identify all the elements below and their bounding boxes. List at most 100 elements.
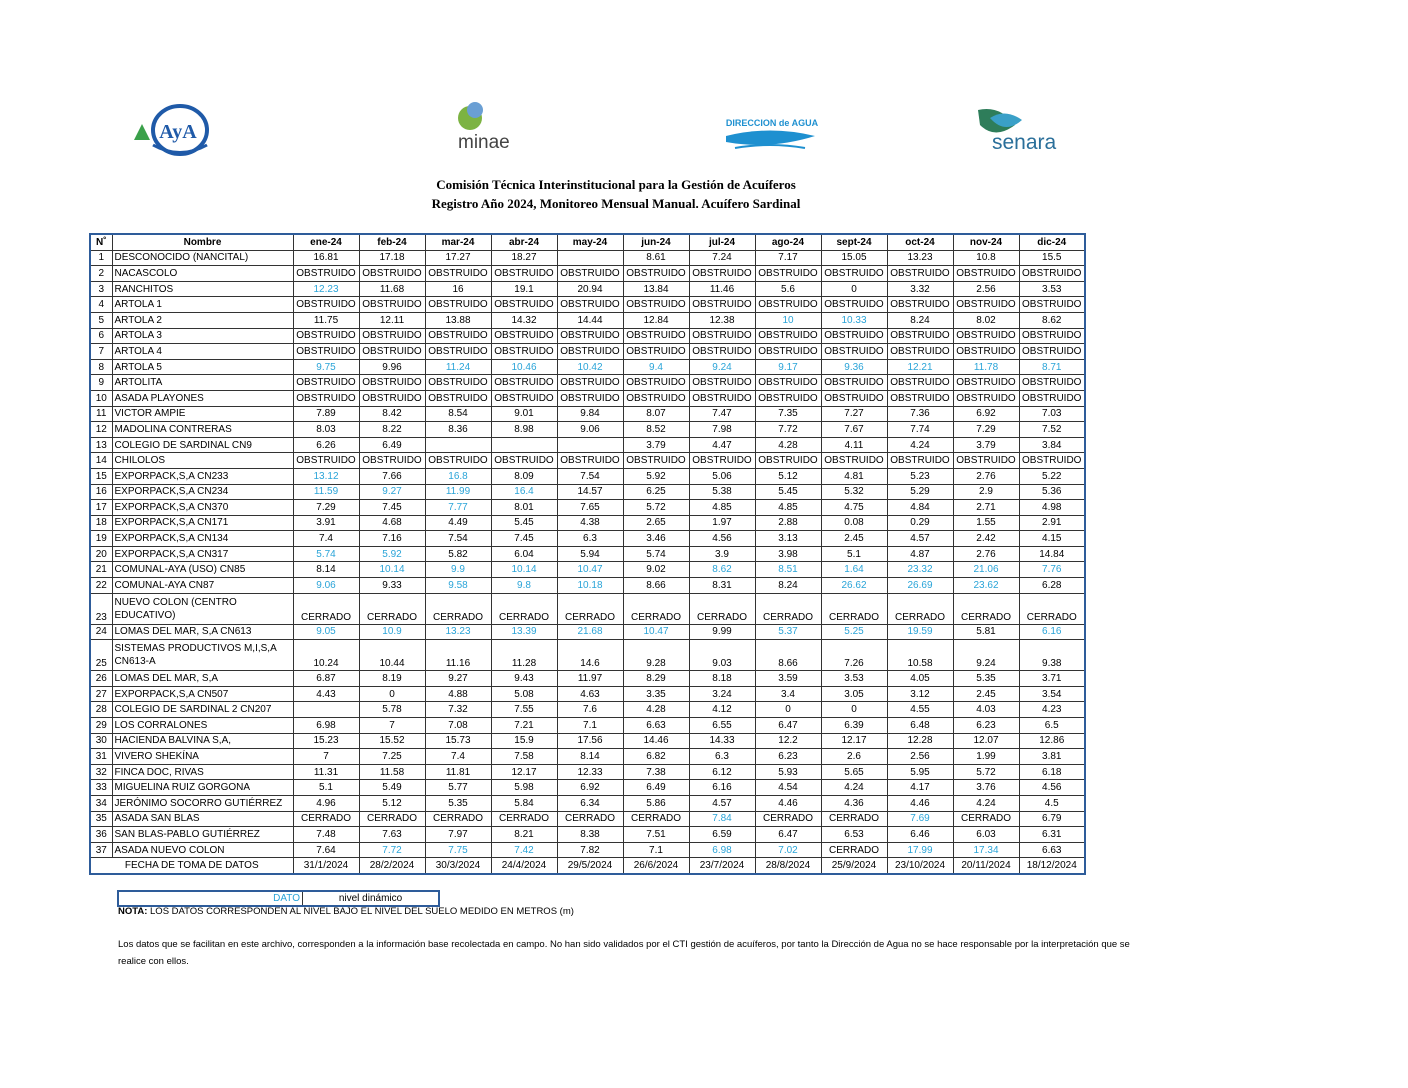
cell: OBSTRUIDO [688,343,756,360]
cell: 16.8 [424,467,492,485]
logo-aya: AyA [134,104,209,156]
cell: CERRADO [292,592,360,625]
cell: 6.98 [688,841,756,859]
cell: 4.57 [688,795,756,812]
cell: 5.92 [358,545,426,563]
cell: OBSTRUIDO [952,389,1020,407]
cell: 10.24 [292,639,360,672]
cell: OBSTRUIDO [292,389,360,407]
cell: OBSTRUIDO [820,343,888,360]
cell: OBSTRUIDO [358,343,426,360]
row-name: LOS CORRALONES [111,717,294,734]
cell: 6.63 [622,717,690,734]
cell: 5.81 [952,623,1020,641]
cell: OBSTRUIDO [622,374,690,391]
row-number: 3 [89,280,113,298]
row-name: EXPORPACK,S,A CN134 [111,530,294,547]
logo-minae: minae [458,102,510,153]
cell: 2.88 [754,514,822,532]
row-name: ARTOLA 1 [111,296,294,313]
cell: OBSTRUIDO [754,452,822,469]
row-number: 22 [89,577,113,594]
cell: 6.49 [622,779,690,796]
cell: 4.15 [1018,530,1086,547]
cell: 4.28 [622,701,690,719]
cell: OBSTRUIDO [1018,452,1086,469]
cell: 12.23 [292,280,360,298]
cell: 17.99 [886,841,954,859]
cell: 4.24 [820,779,888,796]
cell: 7.74 [886,421,954,438]
row-name: ARTOLA 4 [111,343,294,360]
cell: 5.12 [358,795,426,812]
cell: CERRADO [424,592,492,625]
row-number: 36 [89,826,113,843]
cell: 4.87 [886,545,954,563]
cell: OBSTRUIDO [490,389,558,407]
cell: 6.16 [688,779,756,796]
cell: 5.38 [688,483,756,501]
row-number: 5 [89,311,113,329]
cell: 6.26 [292,436,360,454]
cell: OBSTRUIDO [556,389,624,407]
cell: 6.5 [1018,717,1086,734]
cell: 5.78 [358,701,426,719]
cell: 5.22 [1018,467,1086,485]
cell: OBSTRUIDO [820,452,888,469]
cell: 4.47 [688,436,756,454]
cell: 12.33 [556,763,624,781]
row-number: 28 [89,701,113,719]
cell: OBSTRUIDO [556,327,624,345]
cell: 7 [292,748,360,765]
column-header: ago-24 [754,233,822,251]
row-name: FINCA DOC, RIVAS [111,763,294,781]
cell: OBSTRUIDO [754,389,822,407]
cell: 12.17 [490,763,558,781]
cell: 6.98 [292,717,360,734]
cell: 5.08 [490,685,558,703]
cell: 10.58 [886,639,954,672]
cell: 2.9 [952,483,1020,501]
table-row: 7 ARTOLA 4 OBSTRUIDO OBSTRUIDO OBSTRUIDO OBST… [89,343,1086,360]
row-number: 31 [89,748,113,765]
cell: 4.24 [952,795,1020,812]
cell: CERRADO [820,841,888,859]
cell: 3.53 [1018,280,1086,298]
header-row: N˚ Nombre ene-24 feb-24 mar-24 abr-24 may-24 ju… [89,233,1086,251]
cell: 6.3 [688,748,756,765]
cell: OBSTRUIDO [1018,296,1086,313]
row-number: 27 [89,685,113,703]
cell: 7.6 [556,701,624,719]
row-number: 24 [89,623,113,641]
cell: 4.75 [820,499,888,516]
cell: 4.84 [886,499,954,516]
column-header: ene-24 [292,233,360,251]
row-number: 6 [89,327,113,345]
cell: 9.99 [688,623,756,641]
cell: 3.35 [622,685,690,703]
cell: 7.55 [490,701,558,719]
cell: OBSTRUIDO [1018,265,1086,282]
cell: 5.6 [754,280,822,298]
cell: 7.84 [688,810,756,828]
cell: 10.14 [490,561,558,579]
column-header: Nombre [111,233,294,251]
cell: 5.45 [490,514,558,532]
table-row: 31 VIVERO SHEKÍNA 7 7.25 7.4 7.58 8.14 6.82 6.3 6… [89,748,1086,765]
cell: CERRADO [754,810,822,828]
row-number: 9 [89,374,113,391]
row-number: 35 [89,810,113,828]
cell: OBSTRUIDO [952,343,1020,360]
cell: 3.59 [754,670,822,687]
cell: 13.84 [622,280,690,298]
cell: OBSTRUIDO [820,389,888,407]
cell: 15.05 [820,249,888,267]
cell: 9.05 [292,623,360,641]
cell: 13.39 [490,623,558,641]
cell: 7.58 [490,748,558,765]
logo-text: senara [992,131,1057,154]
cell: 4.55 [886,701,954,719]
row-name: COMUNAL-AYA (USO) CN85 [111,561,294,579]
row-name: EXPORPACK,S,A CN233 [111,467,294,485]
cell: 11.81 [424,763,492,781]
